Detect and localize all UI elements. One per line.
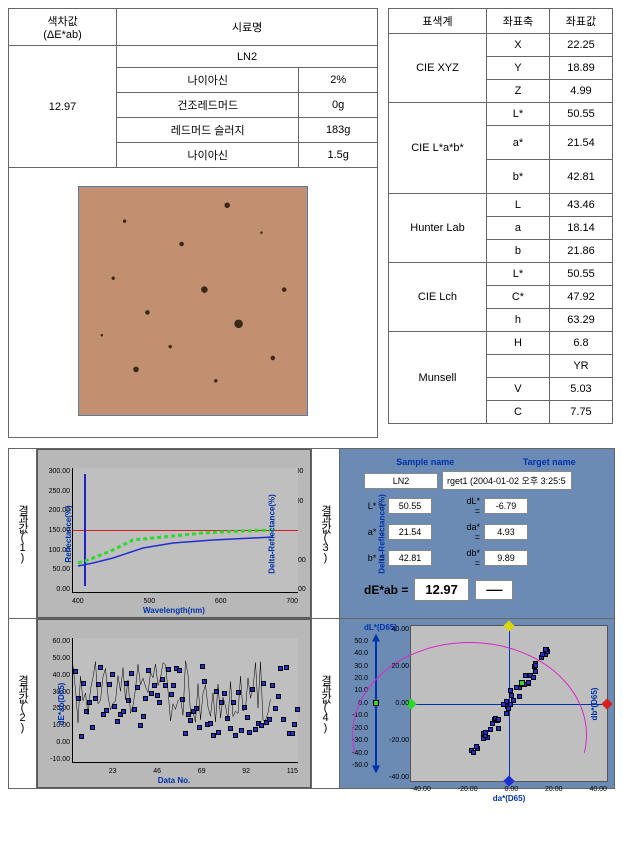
axis: a bbox=[486, 217, 549, 240]
b-value: 42.81 bbox=[388, 550, 432, 566]
system-name: CIE L*a*b* bbox=[389, 103, 487, 194]
system-name: CIE Lch bbox=[389, 263, 487, 332]
axis: Z bbox=[486, 80, 549, 103]
row-label: 나이아신 bbox=[117, 68, 299, 93]
chart3-label: 결과값(3) bbox=[312, 449, 340, 619]
diamond-top bbox=[503, 620, 514, 631]
de-label: dE*ab = bbox=[364, 583, 408, 597]
da-label: da* = bbox=[460, 522, 480, 542]
diamond-right bbox=[601, 699, 612, 710]
row-label: 레드머드 슬러지 bbox=[117, 118, 299, 143]
chart1-y2label: Delta-Reflectance(%) bbox=[268, 494, 277, 574]
val: 47.92 bbox=[549, 286, 612, 309]
val: 4.99 bbox=[549, 80, 612, 103]
row-label: 건조레드머드 bbox=[117, 93, 299, 118]
val: 50.55 bbox=[549, 263, 612, 286]
val: 18.14 bbox=[549, 217, 612, 240]
chart2-ylabel: dE*ab(D65) bbox=[57, 682, 66, 725]
sample-point bbox=[519, 680, 525, 686]
chart4-label: 결과값(4) bbox=[312, 619, 340, 789]
de-dash: ------ bbox=[475, 580, 513, 600]
axis: Y bbox=[486, 57, 549, 80]
axis: b* bbox=[486, 160, 549, 194]
val: YR bbox=[549, 355, 612, 378]
da-label: da*(D65) bbox=[493, 794, 525, 803]
axis: b bbox=[486, 240, 549, 263]
chart1-xlabel: Wavelength(nm) bbox=[143, 606, 205, 615]
diamond-bottom bbox=[503, 775, 514, 786]
chart2-label: 결과값(2) bbox=[9, 619, 37, 789]
color-system-table: 표색계 좌표축 좌표값 CIE XYZX22.25 Y18.89 Z4.99 C… bbox=[388, 8, 613, 424]
chart3: Delta-Reflectance(%) Sample name Target … bbox=[340, 449, 615, 619]
val: 63.29 bbox=[549, 309, 612, 332]
system-name: Munsell bbox=[389, 332, 487, 424]
val: 5.03 bbox=[549, 378, 612, 401]
val: 22.25 bbox=[549, 34, 612, 57]
da-value: 4.93 bbox=[484, 524, 528, 540]
chart1-ylabel: Reflectance(%) bbox=[64, 505, 73, 562]
axis bbox=[486, 355, 549, 378]
axis: L* bbox=[486, 263, 549, 286]
val: 42.81 bbox=[549, 160, 612, 194]
dl-label: dL* = bbox=[460, 496, 480, 516]
header-de: 색차값 (ΔE*ab) bbox=[9, 9, 117, 46]
axis: X bbox=[486, 34, 549, 57]
sample-name: LN2 bbox=[117, 46, 378, 68]
row-value: 0g bbox=[299, 93, 378, 118]
header-sample: 시료명 bbox=[117, 9, 378, 46]
chart1-xticks: 400500600700 bbox=[72, 598, 298, 605]
row-value: 2% bbox=[299, 68, 378, 93]
val: 7.75 bbox=[549, 401, 612, 424]
chart2-xticks: 23466992115 bbox=[72, 768, 298, 775]
val: 18.89 bbox=[549, 57, 612, 80]
db-label: db* = bbox=[460, 548, 480, 568]
axis: V bbox=[486, 378, 549, 401]
target-name-header: Target name bbox=[523, 457, 576, 467]
chart4: dL*(D65) 50.040.030.020.010.00.0-10.0-20… bbox=[340, 619, 615, 789]
db-value: 9.89 bbox=[484, 550, 528, 566]
chart3-sidelabel: Delta-Reflectance(%) bbox=[377, 494, 386, 574]
chart2-scatter bbox=[73, 638, 298, 762]
sample-name-field: LN2 bbox=[364, 473, 438, 489]
chart2-xlabel: Data No. bbox=[158, 776, 190, 785]
row-label: 나이아신 bbox=[117, 143, 299, 168]
axis: L bbox=[486, 194, 549, 217]
row-value: 1.5g bbox=[299, 143, 378, 168]
a-value: 21.54 bbox=[388, 524, 432, 540]
ct-header: 표색계 bbox=[389, 9, 487, 34]
chart1: 300.00250.00200.00150.00100.0050.000.00 … bbox=[37, 449, 312, 619]
chart4-arc bbox=[352, 642, 587, 828]
val: 50.55 bbox=[549, 103, 612, 126]
axis: a* bbox=[486, 126, 549, 160]
val: 21.54 bbox=[549, 126, 612, 160]
axis: C* bbox=[486, 286, 549, 309]
target-name-field: rget1 (2004-01-02 오후 3:25:5 bbox=[442, 471, 572, 490]
val: 43.46 bbox=[549, 194, 612, 217]
sample-image-cell bbox=[8, 168, 378, 438]
system-name: Hunter Lab bbox=[389, 194, 487, 263]
results-charts: 결과값(1) 300.00250.00200.00150.00100.0050.… bbox=[8, 448, 615, 789]
val: 6.8 bbox=[549, 332, 612, 355]
axis: H bbox=[486, 332, 549, 355]
de-value-field: 12.97 bbox=[414, 578, 469, 601]
axis: C bbox=[486, 401, 549, 424]
de-value: 12.97 bbox=[9, 46, 117, 168]
chart2: 60.0050.0040.0030.0020.0010.000.00-10.00… bbox=[37, 619, 312, 789]
axis: L* bbox=[486, 103, 549, 126]
val: 21.86 bbox=[549, 240, 612, 263]
sample-name-header: Sample name bbox=[396, 457, 454, 467]
db-label: db*(D65) bbox=[590, 687, 599, 720]
reflectance-curve bbox=[73, 468, 298, 592]
chart1-label: 결과값(1) bbox=[9, 449, 37, 619]
ct-header: 좌표축 bbox=[486, 9, 549, 34]
axis: h bbox=[486, 309, 549, 332]
system-name: CIE XYZ bbox=[389, 34, 487, 103]
chart4-ab-plot: 40.0020.000.00-20.00-40.00 -40.00-20.000… bbox=[410, 625, 608, 782]
ct-header: 좌표값 bbox=[549, 9, 612, 34]
row-value: 183g bbox=[299, 118, 378, 143]
l-value: 50.55 bbox=[388, 498, 432, 514]
dl-value: -6.79 bbox=[484, 498, 528, 514]
sample-table: 색차값 (ΔE*ab) 시료명 12.97 LN2 나이아신2% 건조레드머드0… bbox=[8, 8, 378, 168]
sample-image bbox=[78, 186, 308, 416]
